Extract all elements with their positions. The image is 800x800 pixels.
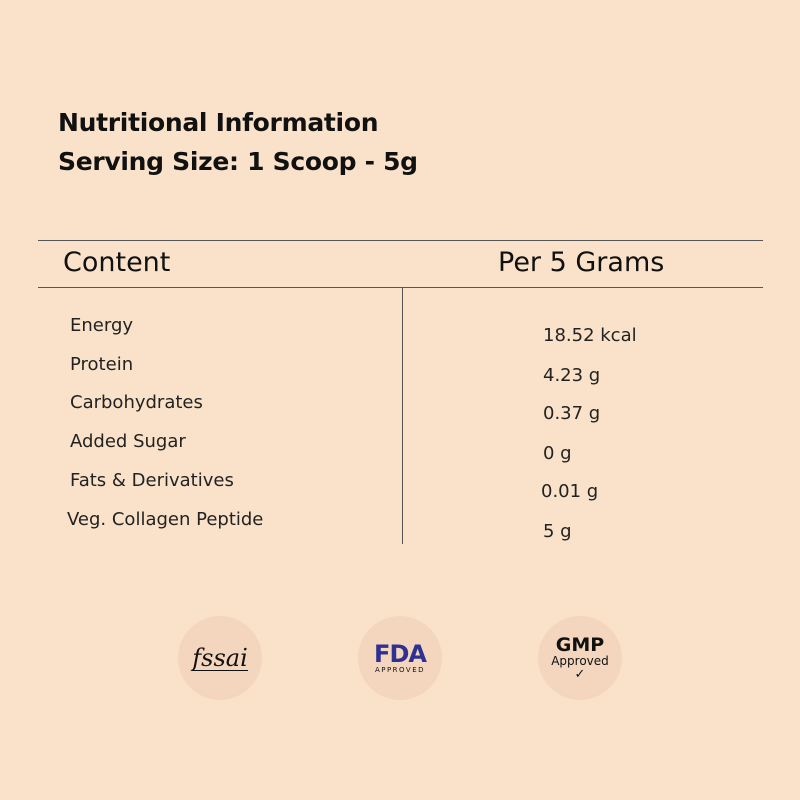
row-label: Added Sugar	[70, 431, 186, 452]
fssai-badge: fssai	[178, 616, 262, 700]
row-label: Carbohydrates	[70, 392, 203, 413]
column-header-content: Content	[63, 247, 171, 278]
divider	[38, 240, 763, 241]
row-value: 4.23 g	[543, 365, 601, 386]
fda-logo: FDA	[374, 640, 427, 668]
serving-size: Serving Size: 1 Scoop - 5g	[58, 147, 418, 176]
fda-approved-text: APPROVED	[374, 666, 426, 674]
row-value: 0.37 g	[543, 403, 601, 424]
page-title: Nutritional Information	[58, 108, 379, 137]
row-label: Fats & Derivatives	[70, 470, 234, 491]
column-divider	[402, 288, 403, 544]
row-label: Veg. Collagen Peptide	[67, 509, 264, 530]
row-value: 18.52 kcal	[543, 325, 637, 346]
row-label: Energy	[70, 315, 134, 336]
fssai-logo: fssai	[192, 643, 248, 672]
gmp-approved-text: Approved	[551, 653, 609, 668]
column-header-per-5g: Per 5 Grams	[498, 247, 665, 278]
divider	[38, 287, 763, 288]
gmp-badge: GMP Approved ✓	[538, 616, 622, 700]
row-value: 0.01 g	[541, 481, 599, 502]
row-value: 5 g	[543, 521, 572, 542]
check-icon: ✓	[574, 666, 586, 682]
gmp-logo: GMP	[555, 633, 605, 656]
row-label: Protein	[70, 354, 134, 375]
fda-badge: FDA APPROVED	[358, 616, 442, 700]
row-value: 0 g	[543, 443, 572, 464]
